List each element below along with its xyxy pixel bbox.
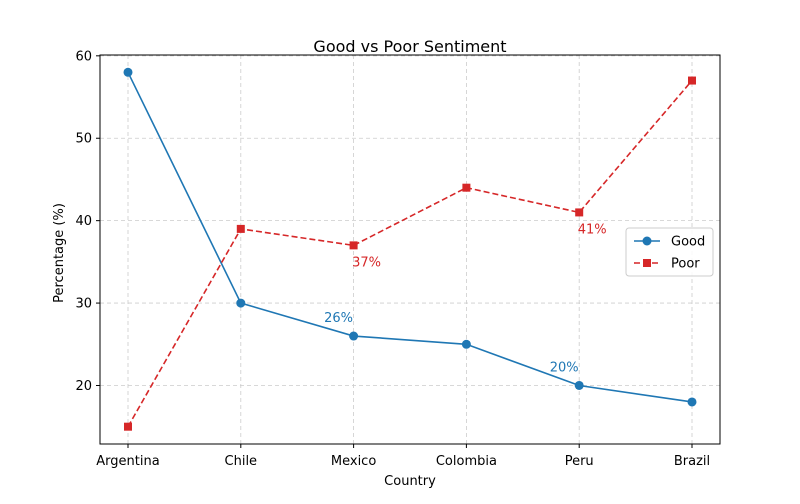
x-tick-label-colombia: Colombia: [436, 454, 497, 469]
x-axis-label: Country: [384, 474, 436, 489]
annotation-good-peru: 20%: [550, 360, 579, 375]
series-good: [123, 67, 697, 407]
legend: Good Poor: [625, 227, 714, 277]
legend-label-poor: Poor: [671, 257, 700, 272]
point-poor-peru: [575, 208, 584, 217]
annotations: 26% 20% 37% 41%: [324, 222, 607, 375]
legend-marker-good: [642, 236, 652, 246]
annotation-good-mexico: 26%: [324, 311, 353, 326]
grid: [100, 55, 720, 444]
point-poor-colombia: [462, 183, 471, 192]
y-axis-label: Percentage (%): [52, 203, 67, 303]
point-good-chile: [236, 298, 246, 308]
point-good-peru: [574, 380, 584, 390]
annotation-poor-peru: 41%: [578, 222, 607, 237]
y-tick-label-40: 40: [75, 214, 92, 229]
point-poor-argentina: [124, 422, 132, 431]
x-axis: Argentina Chile Mexico Colombia Peru Brazil: [96, 444, 710, 469]
chart-title: Good vs Poor Sentiment: [313, 37, 506, 56]
point-good-mexico: [349, 331, 359, 341]
point-good-brazil: [687, 397, 697, 407]
series-layer: [123, 67, 697, 431]
point-poor-mexico: [349, 241, 358, 250]
legend-marker-poor: [643, 259, 651, 267]
point-good-argentina: [123, 67, 133, 77]
point-poor-chile: [236, 224, 245, 233]
series-poor: [124, 76, 696, 431]
y-tick-label-30: 30: [75, 297, 92, 312]
x-tick-label-argentina: Argentina: [96, 454, 159, 469]
x-tick-label-mexico: Mexico: [331, 454, 376, 469]
y-axis: 20 30 40 50 60: [75, 49, 100, 394]
legend-label-good: Good: [671, 235, 705, 250]
annotation-poor-mexico: 37%: [352, 255, 381, 270]
y-tick-label-60: 60: [75, 49, 92, 64]
x-tick-label-chile: Chile: [225, 454, 258, 469]
plot-area-frame: [99, 54, 721, 445]
point-good-colombia: [461, 339, 471, 349]
series-line-good: [127, 71, 693, 403]
y-tick-label-20: 20: [75, 379, 92, 394]
y-tick-label-50: 50: [75, 132, 92, 147]
x-tick-label-peru: Peru: [565, 454, 594, 469]
series-line-poor: [127, 80, 693, 428]
point-poor-brazil: [688, 76, 696, 85]
x-tick-label-brazil: Brazil: [674, 454, 710, 469]
